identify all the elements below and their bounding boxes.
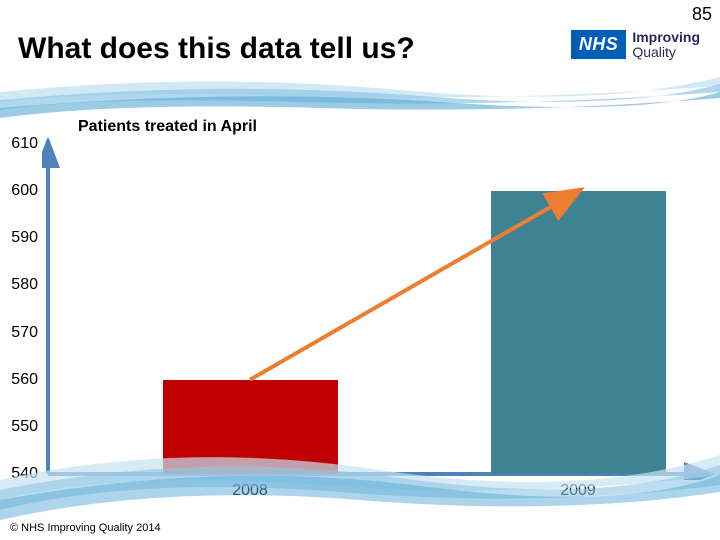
bar-2008 <box>163 380 338 474</box>
y-tick-label: 540 <box>4 465 38 483</box>
header: What does this data tell us? NHS Improvi… <box>0 0 720 110</box>
y-tick-label: 600 <box>4 182 38 200</box>
y-tick-label: 580 <box>4 276 38 294</box>
y-tick-label: 560 <box>4 371 38 389</box>
nhs-logo: NHS Improving Quality <box>571 30 700 59</box>
logo-line2: Quality <box>632 45 700 60</box>
copyright: © NHS Improving Quality 2014 <box>10 522 161 534</box>
page-title: What does this data tell us? <box>18 32 415 66</box>
chart: 610600590580570560550540 20082009 <box>0 144 720 499</box>
nhs-logo-box: NHS <box>571 30 627 59</box>
chart-title: Patients treated in April <box>78 118 257 136</box>
y-tick-label: 550 <box>4 418 38 436</box>
x-tick-label: 2008 <box>232 482 268 500</box>
x-tick-label: 2009 <box>560 482 596 500</box>
plot-area <box>48 144 708 474</box>
nhs-logo-text: Improving Quality <box>632 30 700 59</box>
bar-2009 <box>491 191 666 474</box>
y-tick-label: 570 <box>4 324 38 342</box>
y-axis-labels: 610600590580570560550540 <box>0 144 40 474</box>
y-tick-label: 610 <box>4 135 38 153</box>
y-tick-label: 590 <box>4 229 38 247</box>
logo-line1: Improving <box>632 30 700 45</box>
